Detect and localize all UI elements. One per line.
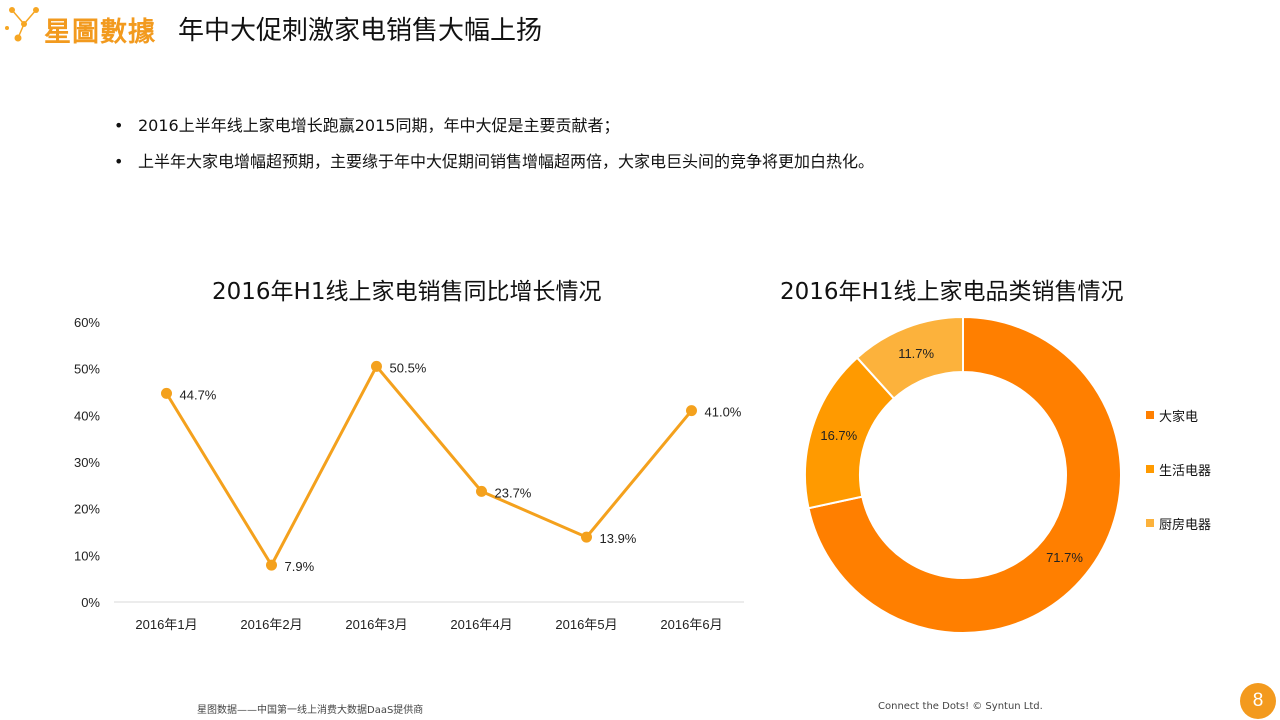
y-tick-label: 50% xyxy=(74,362,100,377)
data-label: 44.7% xyxy=(180,387,217,402)
page-title: 年中大促刺激家电销售大幅上扬 xyxy=(178,16,543,46)
series-line xyxy=(165,364,693,567)
x-tick-label: 2016年2月 xyxy=(240,617,302,632)
data-label: 41.0% xyxy=(705,405,742,420)
footer-tagline: 星图数据——中国第一线上消费大数据DaaS提供商 xyxy=(197,705,424,716)
x-tick-label: 2016年1月 xyxy=(135,617,197,632)
data-label: 7.9% xyxy=(285,559,315,574)
data-point xyxy=(581,531,592,543)
page-number-badge: 8 xyxy=(1240,683,1276,719)
data-label: 13.9% xyxy=(600,531,637,546)
x-tick-label: 2016年5月 xyxy=(555,617,617,632)
donut-slice xyxy=(855,315,964,400)
donut-slice xyxy=(807,315,1122,634)
data-point xyxy=(686,405,697,417)
y-tick-label: 30% xyxy=(74,455,100,470)
x-tick-label: 2016年6月 xyxy=(660,617,722,632)
logo-text: 星圖數據 xyxy=(44,17,156,48)
bullet-item: 上半年大家电增幅超预期，主要缘于年中大促期间销售增幅超两倍，大家电巨头间的竞争将… xyxy=(112,144,874,180)
legend-label: 厨房电器 xyxy=(1159,517,1212,533)
bullet-item: 2016上半年线上家电增长跑赢2015同期，年中大促是主要贡献者； xyxy=(112,108,874,144)
y-tick-label: 40% xyxy=(74,408,100,423)
slice-label: 11.7% xyxy=(898,346,934,361)
legend-swatch xyxy=(1146,411,1154,419)
donut-chart-title: 2016年H1线上家电品类销售情况 xyxy=(780,279,1124,305)
donut-chart: 71.7% 16.7% 11.7% xyxy=(804,315,1122,634)
slice-label: 16.7% xyxy=(820,428,857,443)
logo: 星圖數據 xyxy=(4,2,174,48)
legend-swatch xyxy=(1146,465,1154,473)
legend-item-small-appliances: 生活电器 xyxy=(1146,459,1211,479)
data-point xyxy=(371,360,382,372)
data-label: 23.7% xyxy=(495,485,532,500)
legend-item-large-appliances: 大家电 xyxy=(1146,405,1211,425)
data-label: 50.5% xyxy=(390,360,427,375)
logo-dots-icon xyxy=(5,7,39,42)
slice-label: 71.7% xyxy=(1046,550,1083,565)
y-tick-label: 20% xyxy=(74,502,100,517)
legend-item-kitchen-appliances: 厨房电器 xyxy=(1146,513,1211,533)
data-point xyxy=(266,559,277,571)
footer-copyright: Connect the Dots! © Syntun Ltd. xyxy=(878,701,1043,712)
data-point xyxy=(161,387,172,399)
y-tick-label: 0% xyxy=(81,595,100,610)
legend-swatch xyxy=(1146,519,1154,527)
y-tick-label: 60% xyxy=(74,315,100,330)
line-chart: 0% 10% 20% 30% 40% 50% 60% 2016年1月 2016年2月 2016年3… xyxy=(74,315,744,632)
bullet-list: 2016上半年线上家电增长跑赢2015同期，年中大促是主要贡献者； 上半年大家电… xyxy=(112,108,874,180)
x-tick-label: 2016年4月 xyxy=(450,617,512,632)
legend-label: 大家电 xyxy=(1159,409,1199,425)
donut-legend: 大家电 生活电器 厨房电器 xyxy=(1146,405,1211,567)
data-point xyxy=(476,485,487,497)
line-chart-title: 2016年H1线上家电销售同比增长情况 xyxy=(212,279,602,305)
y-tick-label: 10% xyxy=(74,548,100,563)
x-tick-label: 2016年3月 xyxy=(345,617,407,632)
legend-label: 生活电器 xyxy=(1159,463,1212,479)
